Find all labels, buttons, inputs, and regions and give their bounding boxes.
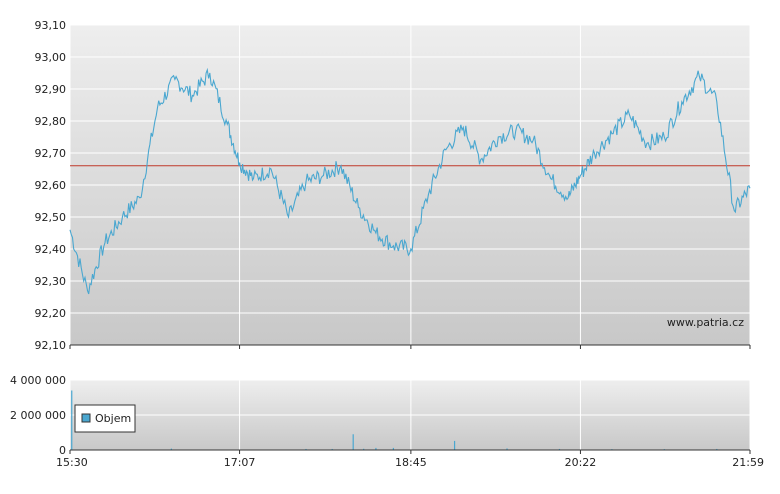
- price-y-tick-label: 92,20: [35, 307, 67, 320]
- price-data-point: [340, 165, 342, 167]
- price-data-point: [462, 126, 464, 128]
- volume-bar: [170, 448, 172, 450]
- price-data-point: [226, 123, 228, 125]
- price-data-point: [139, 197, 141, 199]
- price-data-point: [681, 101, 683, 103]
- price-data-point: [646, 142, 648, 144]
- volume-y-tick-label: 4 000 000: [10, 374, 66, 387]
- price-y-tick-label: 93,00: [35, 51, 67, 64]
- price-data-point: [663, 136, 665, 138]
- price-data-point: [86, 289, 88, 291]
- volume-bar: [392, 447, 394, 450]
- price-data-point: [567, 197, 569, 199]
- volume-bar: [558, 448, 561, 450]
- price-data-point: [121, 216, 123, 218]
- volume-bar: [352, 434, 354, 450]
- price-y-tick-label: 92,40: [35, 243, 67, 256]
- volume-panel: 4 000 000 2 000 000 0 Objem: [10, 374, 751, 457]
- volume-bar: [363, 448, 365, 450]
- volume-bar: [375, 447, 377, 450]
- price-data-point: [579, 174, 581, 176]
- legend-swatch: [81, 413, 91, 423]
- price-data-point: [445, 149, 447, 151]
- price-data-point: [611, 133, 613, 135]
- price-y-tick-label: 92,30: [35, 275, 67, 288]
- x-tick-label: 18:45: [395, 456, 427, 469]
- price-data-point: [698, 75, 700, 77]
- price-data-point: [322, 174, 324, 176]
- price-y-tick-label: 92,80: [35, 115, 67, 128]
- watermark-text: www.patria.cz: [667, 316, 744, 329]
- volume-y-tick-label: 2 000 000: [10, 409, 66, 422]
- price-data-point: [392, 245, 394, 247]
- price-data-point: [749, 187, 751, 189]
- x-tick-label: 17:07: [224, 456, 256, 469]
- price-data-point: [532, 139, 534, 141]
- price-y-tick-label: 92,60: [35, 179, 67, 192]
- price-data-point: [191, 94, 193, 96]
- price-series-line: [69, 67, 751, 295]
- price-y-tick-label: 92,10: [35, 339, 67, 352]
- volume-bar: [716, 448, 718, 450]
- price-data-point: [287, 216, 289, 218]
- price-data-point: [305, 181, 307, 183]
- x-tick-label: 21:59: [732, 456, 764, 469]
- price-data-point: [209, 72, 211, 74]
- price-data-point: [238, 161, 240, 163]
- price-y-tick-label: 92,50: [35, 211, 67, 224]
- price-data-point: [375, 232, 377, 234]
- price-data-point: [174, 78, 176, 80]
- volume-bar: [71, 390, 73, 450]
- price-data-point: [252, 177, 254, 179]
- price-data-point: [550, 177, 552, 179]
- volume-legend: Objem: [74, 404, 136, 433]
- price-data-point: [410, 248, 412, 250]
- price-data-point: [270, 168, 272, 170]
- price-y-tick-label: 92,70: [35, 147, 67, 160]
- price-data-point: [156, 107, 158, 109]
- volume-y-tick-label: 0: [59, 444, 66, 457]
- price-data-point: [733, 209, 735, 211]
- volume-bar: [453, 440, 456, 450]
- price-data-point: [716, 101, 718, 103]
- volume-bar: [506, 448, 508, 450]
- price-data-point: [497, 136, 499, 138]
- price-data-point: [104, 241, 106, 243]
- volume-bar: [331, 448, 333, 450]
- time-axis: 15:30 17:07 18:45 20:22 21:59: [56, 344, 764, 469]
- x-tick-label: 20:22: [565, 456, 597, 469]
- x-tick-label: 15:30: [56, 456, 88, 469]
- price-data-point: [480, 158, 482, 160]
- price-data-point: [628, 113, 630, 115]
- price-data-point: [593, 152, 595, 154]
- volume-bar: [305, 448, 307, 450]
- price-y-tick-label: 93,10: [35, 19, 67, 32]
- legend-label: Objem: [95, 412, 131, 425]
- price-data-point: [427, 193, 429, 195]
- price-data-point: [69, 229, 71, 231]
- price-data-point: [515, 129, 517, 131]
- price-data-point: [357, 206, 359, 208]
- price-panel: 93,10 93,00 92,90 92,80 92,70 92,60 92,50 92,40…: [35, 19, 751, 352]
- price-y-tick-label: 92,90: [35, 83, 67, 96]
